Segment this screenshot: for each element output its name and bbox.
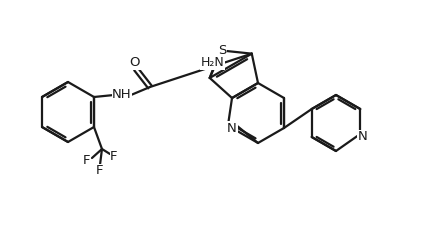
Text: H₂N: H₂N xyxy=(201,56,225,70)
Text: S: S xyxy=(218,44,226,57)
Text: F: F xyxy=(83,155,91,167)
Text: N: N xyxy=(227,122,237,135)
Text: F: F xyxy=(110,151,118,164)
Text: N: N xyxy=(357,130,367,144)
Text: NH: NH xyxy=(112,88,132,101)
Text: O: O xyxy=(130,56,140,70)
Text: F: F xyxy=(96,164,104,178)
